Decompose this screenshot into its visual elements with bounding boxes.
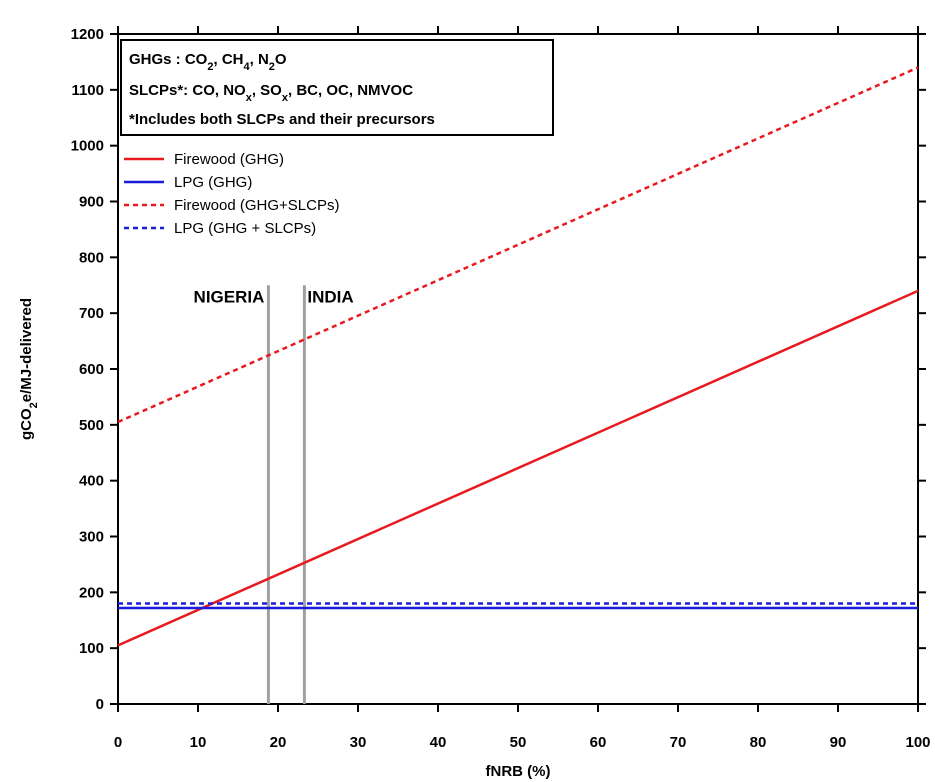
x-tick-label: 90 — [830, 734, 847, 751]
legend-label-0: Firewood (GHG) — [174, 151, 284, 168]
vertical-markers: NIGERIA INDIA — [194, 285, 354, 704]
y-tick-label: 1200 — [71, 26, 104, 43]
info-box-slcp-line: SLCPs*: CO, NOx, SOx, BC, OC, NMVOC — [129, 82, 413, 104]
x-tick-label: 10 — [190, 734, 207, 751]
legend-label-3: LPG (GHG + SLCPs) — [174, 220, 316, 237]
x-tick-label: 0 — [114, 734, 122, 751]
legend-label-1: LPG (GHG) — [174, 174, 252, 191]
legend: Firewood (GHG) LPG (GHG) Firewood (GHG+SLC… — [124, 151, 339, 237]
x-tick-label: 80 — [750, 734, 767, 751]
info-box-ghg-line: GHGs : CO2, CH4, N2O — [129, 51, 287, 73]
x-tick-label: 100 — [905, 734, 930, 751]
x-tick-label: 20 — [270, 734, 287, 751]
y-tick-label: 800 — [79, 249, 104, 266]
x-tick-label: 50 — [510, 734, 527, 751]
y-axis-ticks: 0 100 200 300 400 500 600 700 800 900 1000 1100 1200 — [71, 26, 926, 713]
y-tick-label: 100 — [79, 640, 104, 657]
x-axis-title: fNRB (%) — [486, 763, 551, 780]
y-tick-label: 500 — [79, 417, 104, 434]
x-tick-label: 40 — [430, 734, 447, 751]
info-box-note: *Includes both SLCPs and their precursor… — [129, 111, 435, 128]
y-tick-label: 700 — [79, 305, 104, 322]
marker-label-india: INDIA — [307, 287, 353, 306]
marker-label-nigeria: NIGERIA — [194, 287, 265, 306]
y-tick-label: 200 — [79, 584, 104, 601]
y-tick-label: 900 — [79, 194, 104, 211]
x-tick-label: 70 — [670, 734, 687, 751]
series-lines — [117, 66, 919, 647]
y-tick-label: 400 — [79, 473, 104, 490]
y-axis-title: gCO2e/MJ-delivered — [18, 298, 40, 440]
y-tick-label: 600 — [79, 361, 104, 378]
y-tick-label: 1100 — [71, 82, 104, 99]
x-tick-label: 60 — [590, 734, 607, 751]
x-tick-label: 30 — [350, 734, 367, 751]
series-line-0 — [117, 289, 919, 647]
y-tick-label: 300 — [79, 529, 104, 546]
info-box — [120, 39, 554, 136]
series-line-2 — [117, 66, 919, 424]
y-tick-label: 1000 — [71, 138, 104, 155]
y-tick-label: 0 — [96, 696, 104, 713]
x-axis-ticks: 0 10 20 30 40 50 60 70 80 90 100 — [114, 26, 931, 751]
legend-label-2: Firewood (GHG+SLCPs) — [174, 197, 339, 214]
